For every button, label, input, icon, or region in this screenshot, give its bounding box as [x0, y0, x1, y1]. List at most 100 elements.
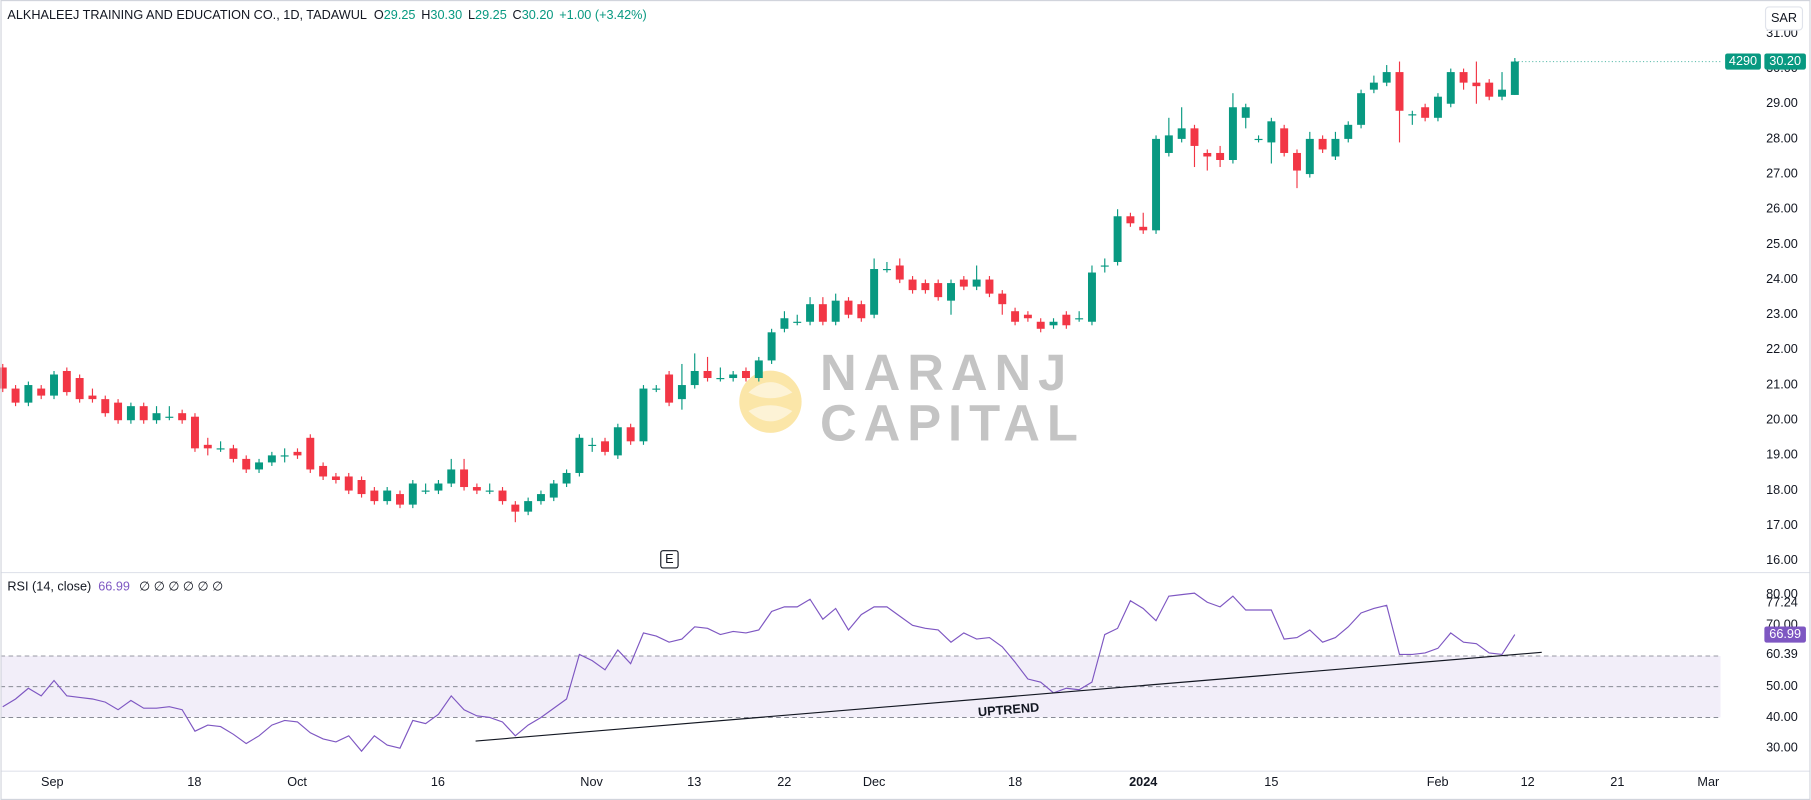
- candle-body: [1100, 265, 1109, 267]
- candle-body: [1395, 72, 1404, 111]
- candle-body: [1318, 138, 1327, 150]
- candle-body: [1305, 138, 1314, 175]
- candle-body: [357, 480, 366, 495]
- rsi-title: RSI (14, close): [7, 580, 91, 594]
- candle-body: [562, 472, 571, 484]
- ohlc-key: H: [421, 9, 430, 23]
- candle-body: [267, 455, 276, 463]
- y-tick-label: 21.00: [1766, 377, 1798, 391]
- candle-body: [690, 370, 699, 386]
- candle-body: [882, 269, 891, 271]
- candle-body: [626, 427, 635, 442]
- volume-tag: 4290: [1729, 54, 1757, 68]
- candle-body: [331, 476, 340, 480]
- candle-body: [1126, 216, 1135, 224]
- candle-body: [1408, 114, 1417, 116]
- y-tick-label: 26.00: [1766, 202, 1798, 216]
- candle-body: [818, 304, 827, 322]
- earnings-marker[interactable]: E: [660, 550, 679, 569]
- candle-body: [1510, 61, 1519, 95]
- candle-body: [524, 501, 533, 512]
- y-tick-label: 60.39: [1766, 647, 1798, 661]
- candle-body: [921, 283, 930, 291]
- currency-button-box[interactable]: [1764, 6, 1804, 31]
- candle-body: [934, 283, 943, 298]
- candle-body: [101, 399, 110, 414]
- candle-body: [959, 279, 968, 287]
- candle-body: [857, 304, 866, 319]
- candle-body: [421, 490, 430, 492]
- currency-button[interactable]: SAR: [1764, 6, 1804, 31]
- watermark-text: NARANJ: [820, 344, 1073, 401]
- trendline-label: UPTREND: [977, 700, 1039, 719]
- y-tick-label: 22.00: [1766, 342, 1798, 356]
- x-tick-label: 18: [187, 775, 201, 789]
- candle-body: [677, 385, 686, 400]
- candle-body: [306, 437, 315, 470]
- candle-body: [485, 490, 494, 492]
- y-tick-label: 29.00: [1766, 96, 1798, 110]
- x-tick-label: 16: [431, 775, 445, 789]
- candle-body: [114, 402, 123, 421]
- candle-body: [1190, 128, 1199, 146]
- y-tick-label: 80.00: [1766, 587, 1798, 601]
- candle-body: [1293, 152, 1301, 171]
- candle-body: [1485, 82, 1494, 97]
- candle-body: [165, 416, 174, 418]
- candle-body: [1382, 72, 1391, 83]
- candle-body: [639, 388, 648, 442]
- candle-body: [1433, 96, 1442, 118]
- y-tick-label: 20.00: [1766, 413, 1798, 427]
- candle-body: [1459, 72, 1468, 83]
- trendline: [475, 651, 1542, 742]
- y-tick-label: 18.00: [1766, 483, 1798, 497]
- candle-body: [50, 374, 58, 396]
- candle-body: [601, 441, 609, 452]
- rsi-line: [2, 592, 1516, 753]
- currency-label[interactable]: SAR: [1771, 11, 1797, 25]
- candle-body: [575, 437, 584, 473]
- candle-body: [742, 370, 750, 379]
- candle-body: [1357, 93, 1366, 125]
- candle-body: [1087, 272, 1096, 322]
- candle-body: [588, 444, 597, 446]
- candle-body: [895, 265, 904, 280]
- candle-body: [498, 490, 507, 502]
- candle-body: [24, 385, 33, 403]
- candle-body: [536, 494, 545, 502]
- candle-body: [1228, 107, 1237, 160]
- candle-body: [703, 370, 712, 379]
- y-tick-label: 16.00: [1766, 553, 1798, 567]
- earnings-label[interactable]: E: [665, 552, 673, 566]
- candle-body: [729, 374, 738, 379]
- candle-body: [549, 483, 558, 498]
- candle-body: [126, 406, 135, 421]
- candle-body: [1049, 321, 1058, 326]
- candle-body: [229, 448, 238, 459]
- candle-body: [1164, 135, 1173, 153]
- plot-area: 16.00 17.00 18.00 19.00 20.00 21.00 22.00 23.00…: [0, 26, 1806, 789]
- ohlc-value: 29.25: [475, 9, 507, 23]
- candle-body: [1152, 138, 1161, 231]
- candle-body: [178, 413, 187, 421]
- candle-body: [434, 483, 443, 491]
- earnings-box[interactable]: [660, 550, 679, 569]
- y-tick-label: 50.00: [1766, 679, 1798, 693]
- candle-body: [203, 444, 212, 449]
- symbol-header: ALKHALEEJ TRAINING AND EDUCATION CO., 1D…: [7, 9, 646, 23]
- candle-body: [1113, 216, 1122, 262]
- candle-body: [844, 300, 853, 315]
- candle-body: [152, 413, 161, 421]
- last-price-label: 30.20: [1769, 54, 1801, 68]
- rsi-flags: ∅ ∅ ∅ ∅ ∅ ∅: [139, 580, 223, 594]
- x-tick-label: 15: [1264, 775, 1278, 789]
- candle-body: [1203, 152, 1212, 157]
- candle-body: [716, 378, 725, 380]
- candle-body: [1331, 138, 1340, 157]
- candle-body: [75, 378, 84, 400]
- ohlc-key: C: [513, 9, 522, 23]
- rsi-value: 66.99: [98, 580, 130, 594]
